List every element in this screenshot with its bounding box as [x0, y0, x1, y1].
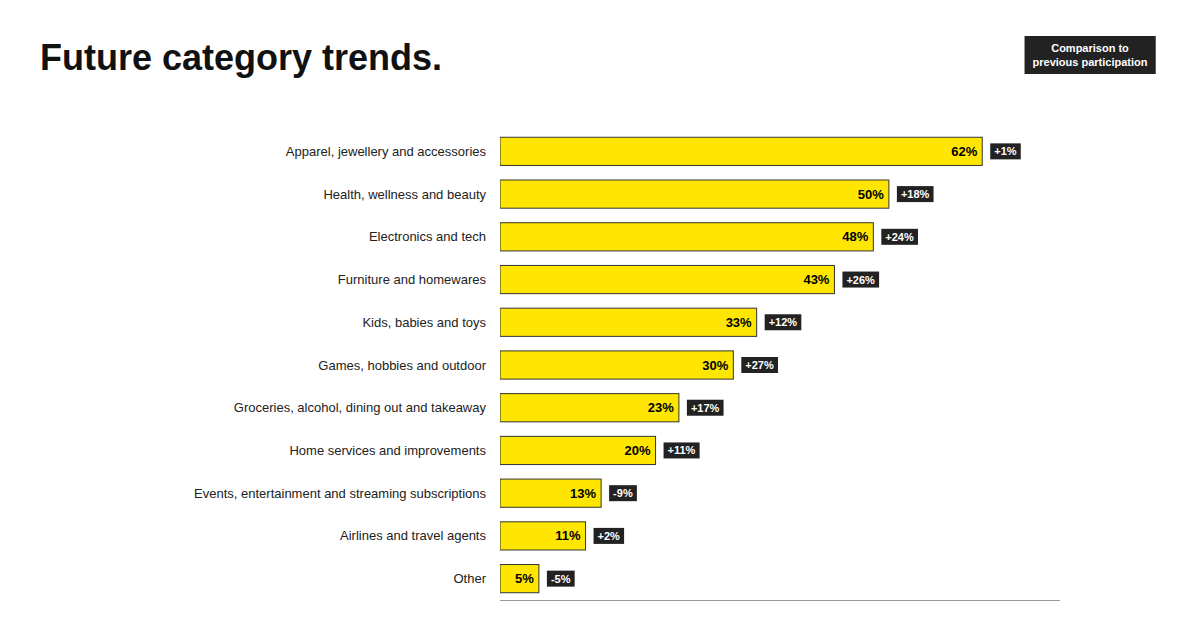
- category-label: Other: [453, 571, 486, 586]
- comparison-badge-box: [609, 485, 637, 501]
- bar: [500, 479, 601, 507]
- data-label: 5%: [515, 571, 534, 586]
- category-label: Events, entertainment and streaming subs…: [194, 486, 486, 501]
- comparison-badge: +24%: [881, 229, 918, 245]
- bar: [500, 565, 539, 593]
- bar: [500, 223, 873, 251]
- comparison-label: +26%: [846, 274, 875, 286]
- comparison-badge-box: [842, 272, 879, 288]
- data-label: 13%: [570, 486, 596, 501]
- category-label: Groceries, alcohol, dining out and takea…: [234, 400, 487, 415]
- bar: [500, 522, 586, 550]
- comparison-label: -5%: [551, 573, 571, 585]
- comparison-label: +12%: [769, 316, 798, 328]
- title: Future category trends.: [40, 37, 442, 78]
- comparison-label: +27%: [745, 359, 774, 371]
- category-label: Electronics and tech: [369, 229, 486, 244]
- category-label: Kids, babies and toys: [362, 315, 486, 330]
- category-label: Home services and improvements: [289, 443, 486, 458]
- comparison-label: +17%: [691, 402, 720, 414]
- data-label: 20%: [625, 443, 651, 458]
- bar: [500, 436, 656, 464]
- comparison-badge: +17%: [687, 400, 724, 416]
- comparison-badge-box: [664, 442, 700, 458]
- bar: [500, 394, 679, 422]
- bars: [500, 137, 982, 592]
- data-label: 50%: [858, 187, 884, 202]
- data-label: 23%: [648, 400, 674, 415]
- comparison-badge: +11%: [664, 442, 700, 458]
- bar: [500, 351, 733, 379]
- comparison-badge: -5%: [547, 571, 575, 587]
- comparison-badge-box: [897, 186, 934, 202]
- comparison-badge-box: [594, 528, 625, 544]
- comparison-badge: +12%: [765, 314, 802, 330]
- comparison-badge-box: [687, 400, 724, 416]
- comparison-label: +24%: [885, 231, 914, 243]
- comparison-badge-box: [765, 314, 802, 330]
- category-label: Airlines and travel agents: [340, 528, 486, 543]
- data-label: 30%: [702, 358, 728, 373]
- comparison-badge: +2%: [594, 528, 625, 544]
- comparison-key-text: Comparison toprevious participation: [1033, 42, 1148, 68]
- data-label: 48%: [842, 229, 868, 244]
- category-label: Health, wellness and beauty: [323, 187, 486, 202]
- comparison-badge-box: [741, 357, 778, 373]
- comparison-badge: -9%: [609, 485, 637, 501]
- data-label: 43%: [803, 272, 829, 287]
- comparison-badge: +26%: [842, 272, 879, 288]
- comparison-key: Comparison toprevious participation: [1025, 36, 1156, 74]
- category-label: Games, hobbies and outdoor: [318, 358, 486, 373]
- bar: [500, 308, 757, 336]
- comparison-label: +18%: [901, 188, 930, 200]
- category-label: Apparel, jewellery and accessories: [286, 144, 487, 159]
- chart: Future category trends. Comparison toprev…: [0, 0, 1200, 630]
- comparison-badge: +1%: [990, 143, 1021, 159]
- comparison-badge: +18%: [897, 186, 934, 202]
- data-label: 62%: [951, 144, 977, 159]
- category-label: Furniture and homewares: [338, 272, 487, 287]
- labels: Apparel, jewellery and accessories 62% +1%…: [194, 143, 1021, 586]
- comparison-label: +2%: [598, 530, 621, 542]
- data-label: 11%: [555, 528, 581, 543]
- bar: [500, 137, 982, 165]
- comparison-badge-box: [547, 571, 575, 587]
- data-label: 33%: [726, 315, 752, 330]
- bar: [500, 180, 889, 208]
- bar: [500, 265, 834, 293]
- comparison-badge-box: [990, 143, 1021, 159]
- comparison-label: +11%: [668, 444, 696, 456]
- comparison-label: +1%: [994, 145, 1017, 157]
- comparison-badge: +27%: [741, 357, 778, 373]
- x-axis-line: [500, 600, 1060, 601]
- comparison-label: -9%: [613, 487, 633, 499]
- comparison-key-box: [1025, 36, 1156, 74]
- comparison-badge-box: [881, 229, 918, 245]
